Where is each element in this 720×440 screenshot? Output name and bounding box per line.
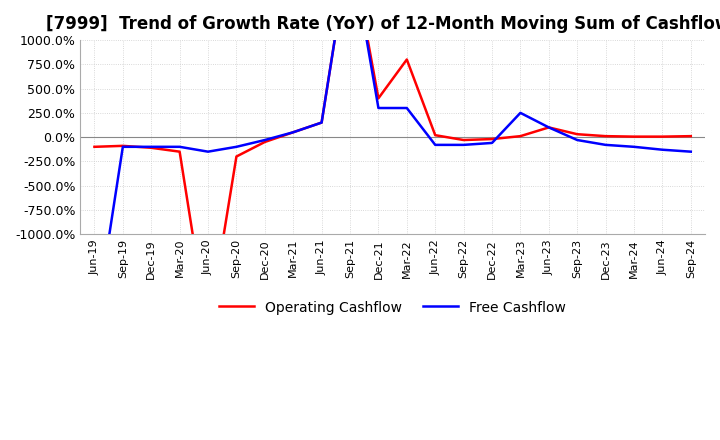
Legend: Operating Cashflow, Free Cashflow: Operating Cashflow, Free Cashflow bbox=[214, 295, 572, 320]
Operating Cashflow bbox=[573, 132, 582, 137]
Operating Cashflow bbox=[175, 149, 184, 154]
Line: Operating Cashflow: Operating Cashflow bbox=[94, 0, 690, 331]
Free Cashflow bbox=[516, 110, 525, 116]
Free Cashflow bbox=[289, 130, 297, 135]
Operating Cashflow bbox=[516, 133, 525, 139]
Operating Cashflow bbox=[374, 95, 383, 101]
Free Cashflow bbox=[204, 149, 212, 154]
Line: Free Cashflow: Free Cashflow bbox=[94, 0, 690, 331]
Free Cashflow bbox=[431, 142, 439, 147]
Free Cashflow bbox=[601, 142, 610, 147]
Operating Cashflow bbox=[601, 133, 610, 139]
Free Cashflow bbox=[318, 120, 326, 125]
Free Cashflow bbox=[402, 105, 411, 110]
Free Cashflow bbox=[119, 144, 127, 150]
Operating Cashflow bbox=[119, 143, 127, 148]
Free Cashflow bbox=[459, 142, 468, 147]
Operating Cashflow bbox=[544, 125, 553, 130]
Operating Cashflow bbox=[402, 57, 411, 62]
Free Cashflow bbox=[374, 105, 383, 110]
Free Cashflow bbox=[544, 125, 553, 130]
Free Cashflow bbox=[686, 149, 695, 154]
Operating Cashflow bbox=[318, 120, 326, 125]
Title: [7999]  Trend of Growth Rate (YoY) of 12-Month Moving Sum of Cashflows: [7999] Trend of Growth Rate (YoY) of 12-… bbox=[45, 15, 720, 33]
Operating Cashflow bbox=[90, 144, 99, 150]
Free Cashflow bbox=[630, 144, 639, 150]
Operating Cashflow bbox=[431, 132, 439, 138]
Free Cashflow bbox=[232, 144, 240, 150]
Free Cashflow bbox=[175, 144, 184, 150]
Free Cashflow bbox=[658, 147, 667, 152]
Operating Cashflow bbox=[487, 136, 496, 142]
Operating Cashflow bbox=[459, 137, 468, 143]
Operating Cashflow bbox=[261, 139, 269, 145]
Operating Cashflow bbox=[686, 133, 695, 139]
Operating Cashflow bbox=[289, 130, 297, 135]
Free Cashflow bbox=[90, 329, 99, 334]
Operating Cashflow bbox=[630, 134, 639, 139]
Operating Cashflow bbox=[147, 145, 156, 150]
Free Cashflow bbox=[147, 144, 156, 150]
Operating Cashflow bbox=[204, 329, 212, 334]
Operating Cashflow bbox=[232, 154, 240, 159]
Free Cashflow bbox=[573, 137, 582, 143]
Free Cashflow bbox=[487, 140, 496, 146]
Free Cashflow bbox=[261, 137, 269, 143]
Operating Cashflow bbox=[658, 134, 667, 139]
